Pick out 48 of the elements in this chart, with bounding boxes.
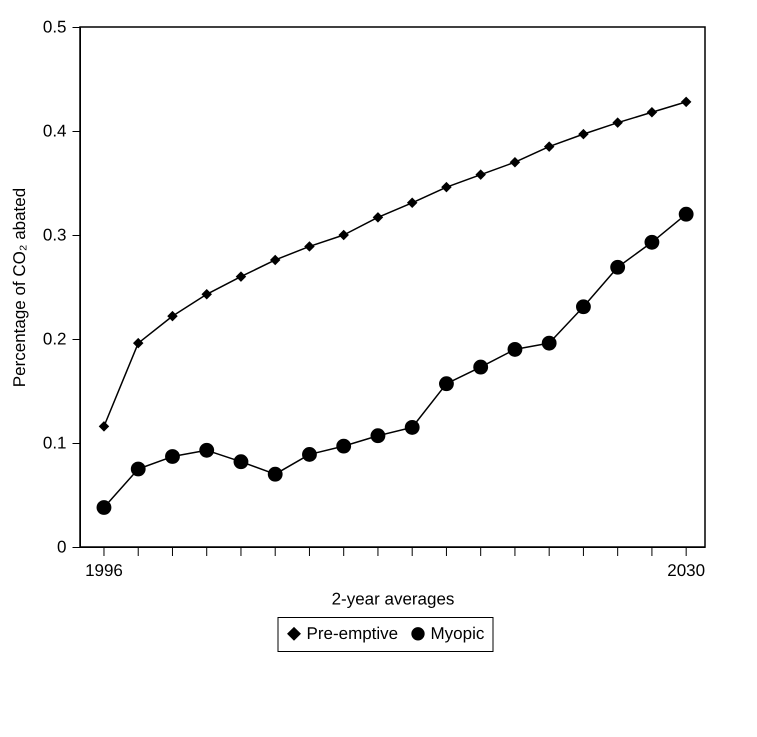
point <box>236 271 246 282</box>
y-axis-title: Percentage of CO₂ abated <box>10 188 29 388</box>
point <box>406 198 418 208</box>
point <box>302 447 317 462</box>
x-tick-label: 1996 <box>85 561 123 580</box>
point <box>612 117 623 128</box>
point <box>167 310 178 322</box>
point <box>678 206 694 222</box>
point <box>508 342 522 357</box>
point <box>338 230 349 240</box>
point <box>439 376 454 392</box>
point <box>270 254 280 266</box>
x-axis-title: 2-year averages <box>332 590 454 608</box>
point <box>578 128 589 140</box>
point <box>234 454 248 470</box>
legend-label: Pre-emptive <box>306 624 398 643</box>
y-tick-label: 0.5 <box>42 18 66 36</box>
y-tick-label: 0.3 <box>42 226 66 244</box>
point <box>510 156 520 168</box>
y-tick-label: 0 <box>57 538 66 556</box>
y-tick-label: 0.1 <box>42 434 66 452</box>
point <box>576 299 591 314</box>
point <box>132 338 144 348</box>
point <box>336 438 352 454</box>
point <box>199 442 214 458</box>
point <box>130 462 146 476</box>
point <box>304 241 315 252</box>
point <box>646 107 658 118</box>
point <box>610 260 626 275</box>
point <box>165 449 180 464</box>
point <box>475 169 486 180</box>
point <box>473 360 488 374</box>
point <box>542 336 557 351</box>
point <box>544 141 554 152</box>
legend-label: Myopic <box>430 624 485 643</box>
point <box>372 212 384 223</box>
point <box>98 421 110 432</box>
x-tick-label: 2030 <box>667 561 706 580</box>
y-tick-label: 0.4 <box>42 122 66 140</box>
point <box>441 182 452 192</box>
point <box>96 500 112 515</box>
y-tick-label: 0.2 <box>42 330 66 348</box>
point <box>644 234 660 250</box>
point <box>680 96 692 108</box>
point <box>370 428 386 444</box>
point <box>201 289 212 300</box>
point <box>268 466 283 482</box>
point <box>404 420 420 435</box>
